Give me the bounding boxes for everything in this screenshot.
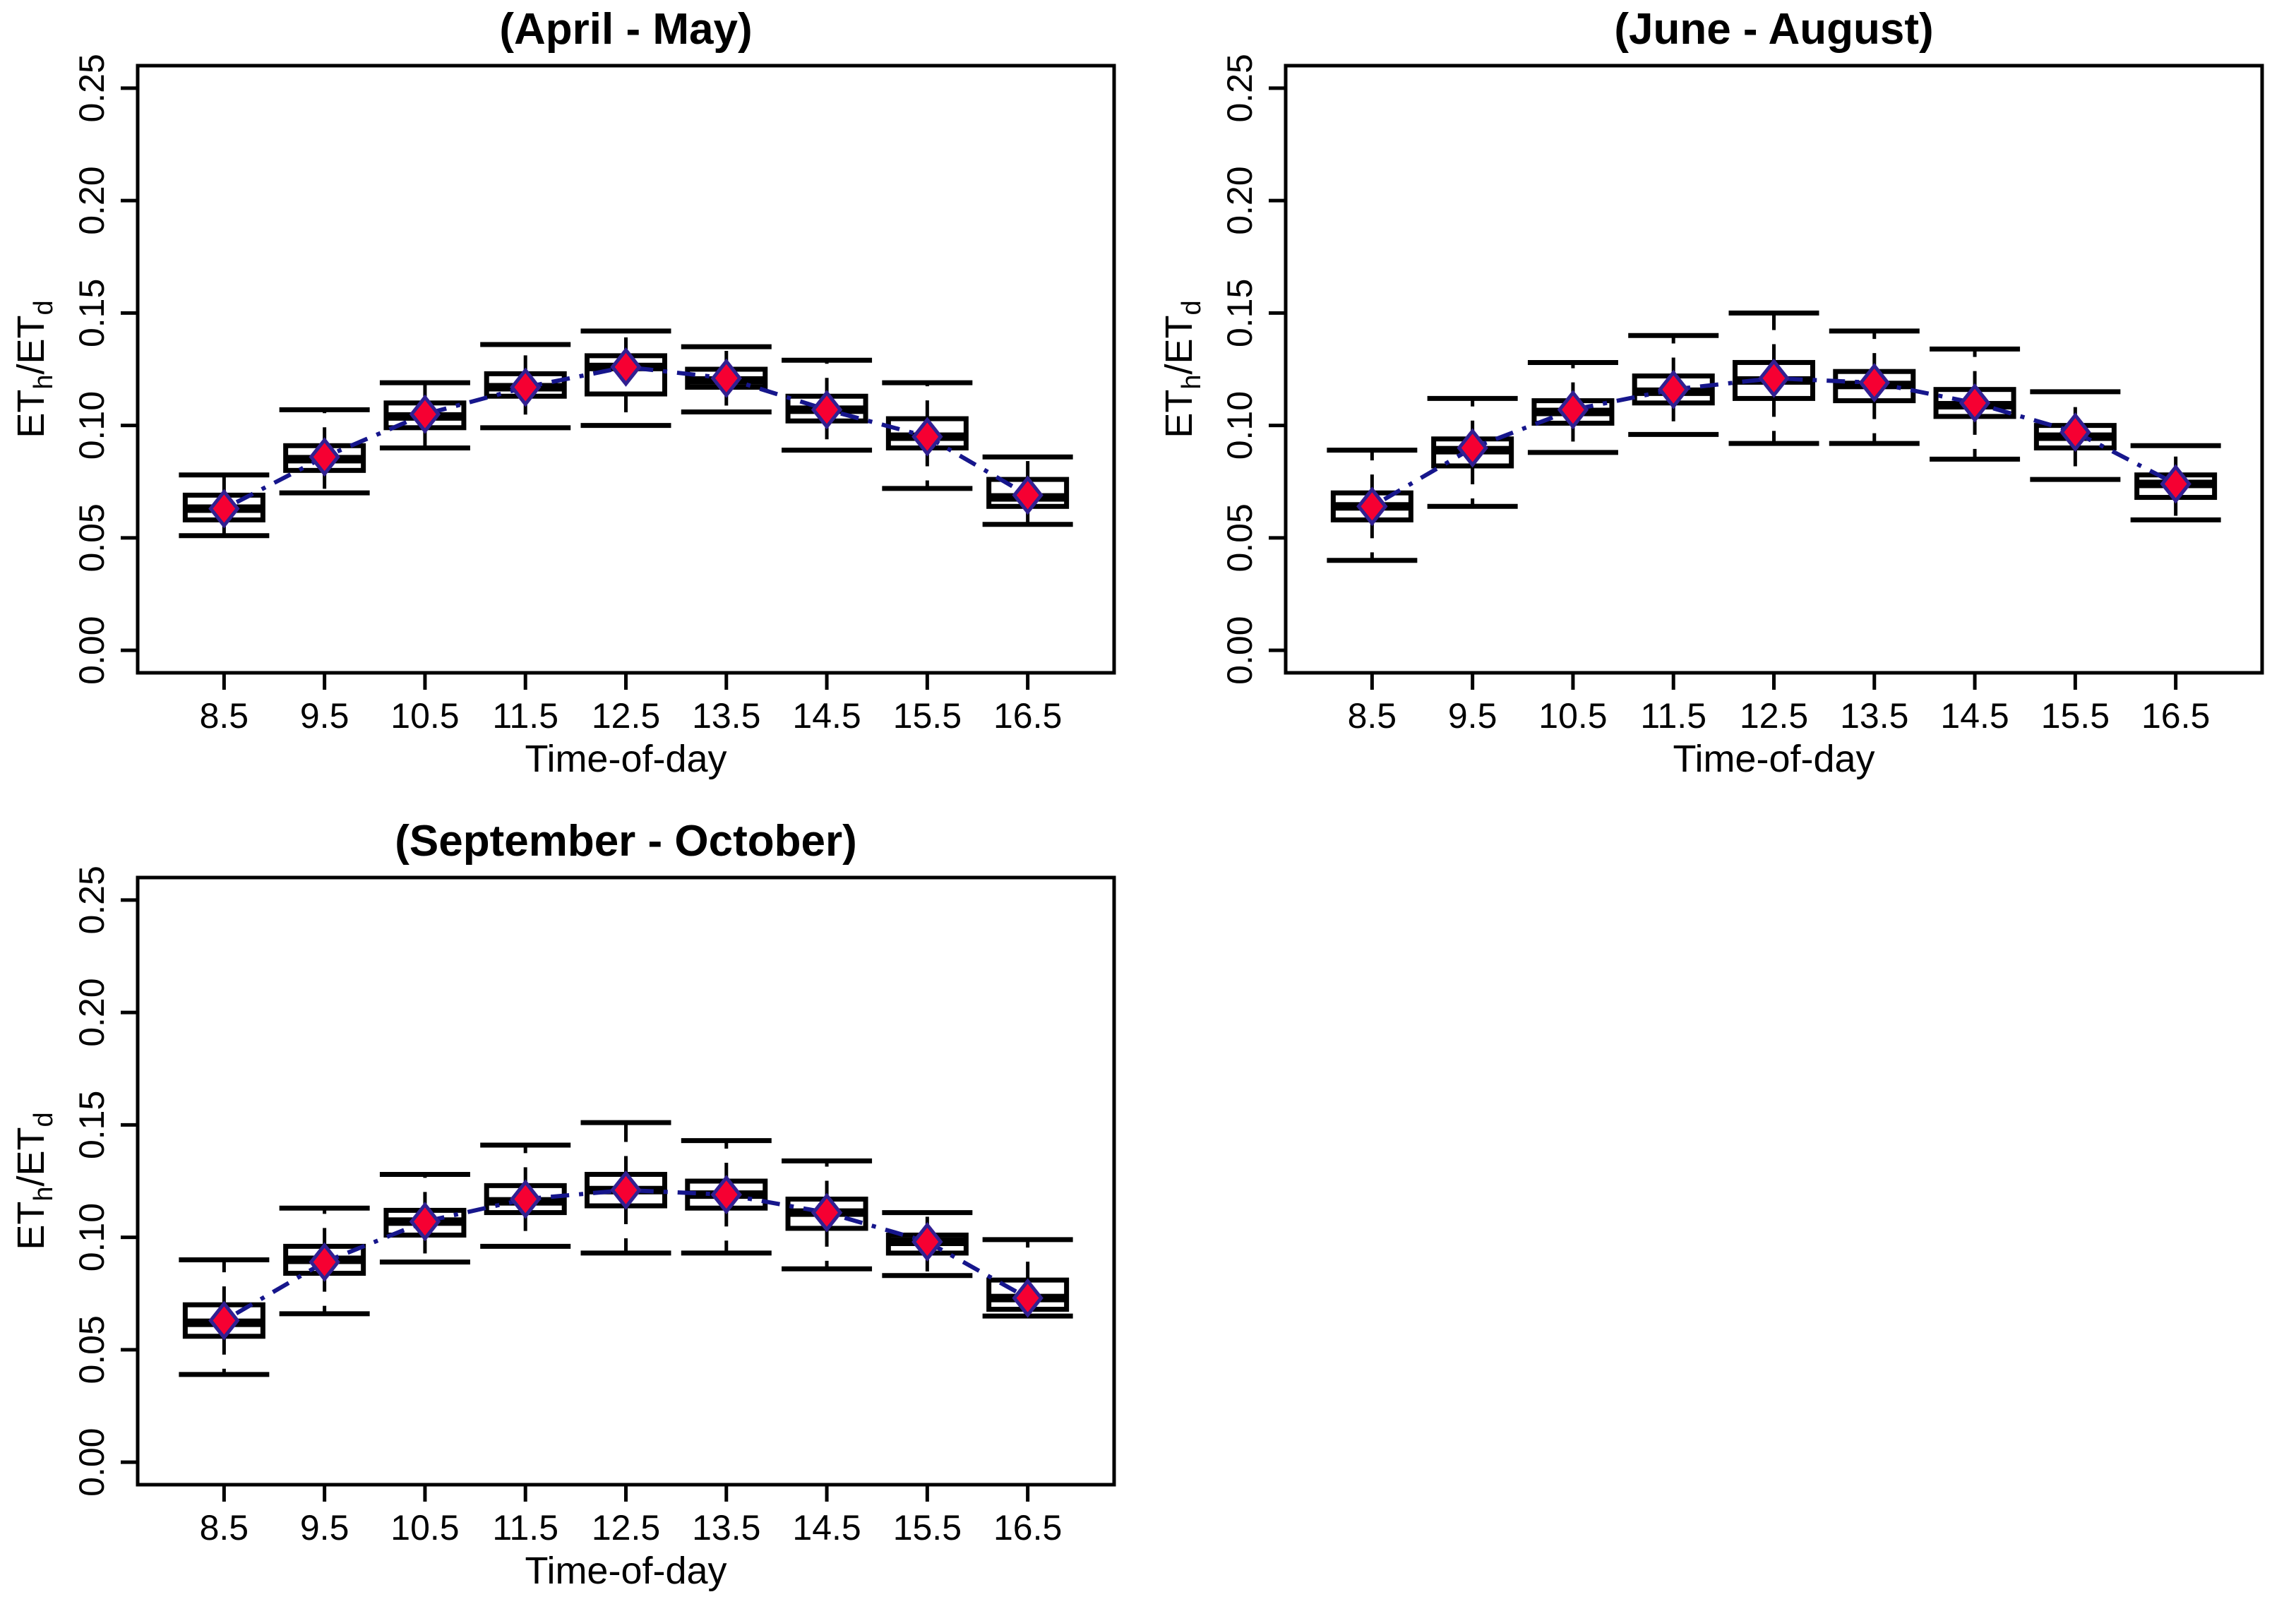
mean-diamond: [610, 347, 642, 387]
y-tick-label: 0.10: [72, 1203, 112, 1271]
panel-title: (June - August): [1614, 5, 1933, 54]
mean-markers: [208, 1170, 1044, 1341]
y-tick-label: 0.00: [72, 616, 112, 684]
x-tick-label: 15.5: [2041, 696, 2110, 736]
mean-diamond: [710, 1175, 742, 1215]
mean-diamond: [710, 358, 742, 398]
x-axis: 8.5 9.5 10.5 11.5 12.5 13.5 14.5 15.5 16.5: [200, 673, 1062, 736]
mean-diamond: [208, 489, 240, 529]
y-axis: 0.00 0.05 0.10 0.15 0.20 0.25: [72, 54, 138, 685]
x-tick-label: 11.5: [492, 696, 558, 736]
x-tick-label: 11.5: [1640, 696, 1706, 736]
x-tick-label: 14.5: [1940, 696, 2009, 736]
mean-diamond: [510, 1179, 542, 1219]
mean-diamond: [409, 394, 441, 434]
y-axis-title: ETh​/ETd​: [10, 1112, 59, 1250]
y-tick-label: 0.15: [72, 1091, 112, 1159]
mean-diamond: [1012, 475, 1044, 515]
mean-markers: [208, 347, 1044, 529]
x-tick-label: 15.5: [893, 1508, 962, 1548]
x-tick-label: 9.5: [1448, 696, 1497, 736]
mean-diamond: [1012, 1278, 1044, 1318]
x-tick-label: 12.5: [1740, 696, 1808, 736]
y-tick-label: 0.25: [72, 54, 112, 122]
chart-september-october: 0.00 0.05 0.10 0.15 0.20 0.25 8.5 9.5 10.5 11.5 12…: [10, 817, 1116, 1592]
mean-diamond: [309, 1242, 340, 1282]
panel-title: (April - May): [499, 5, 752, 54]
mean-diamond: [811, 1192, 843, 1233]
x-tick-label: 9.5: [300, 1508, 349, 1548]
mean-diamond: [1858, 363, 1890, 403]
x-tick-label: 16.5: [993, 696, 1062, 736]
y-tick-label: 0.15: [1220, 279, 1260, 347]
y-tick-label: 0.10: [72, 391, 112, 460]
x-axis: 8.5 9.5 10.5 11.5 12.5 13.5 14.5 15.5 16.5: [1348, 673, 2210, 736]
y-tick-label: 0.25: [72, 866, 112, 934]
x-tick-label: 16.5: [2141, 696, 2210, 736]
mean-diamond: [2160, 464, 2192, 504]
y-tick-label: 0.00: [72, 1428, 112, 1496]
mean-diamond: [1457, 428, 1488, 468]
mean-diamond: [2059, 412, 2091, 453]
mean-diamond: [911, 417, 943, 457]
mean-diamond: [1557, 390, 1589, 430]
y-axis: 0.00 0.05 0.10 0.15 0.20 0.25: [1220, 54, 1286, 685]
mean-diamond: [811, 390, 843, 430]
mean-diamond: [610, 1170, 642, 1210]
x-axis-title: Time-of-day: [525, 738, 727, 780]
mean-diamond: [510, 367, 542, 407]
mean-line: [222, 364, 1029, 511]
x-tick-label: 10.5: [390, 696, 459, 736]
x-tick-label: 13.5: [692, 696, 760, 736]
x-tick-label: 10.5: [390, 1508, 459, 1548]
y-axis-title: ETh​/ETd​: [1158, 300, 1207, 438]
x-axis: 8.5 9.5 10.5 11.5 12.5 13.5 14.5 15.5 16.5: [200, 1485, 1062, 1548]
chart-april-may: 0.00 0.05 0.10 0.15 0.20 0.25 8.5 9.5 10.5 11.5 12…: [10, 5, 1116, 780]
mean-diamond: [409, 1202, 441, 1242]
mean-diamond: [1356, 486, 1388, 527]
mean-diamond: [1959, 383, 1991, 423]
chart-june-august: 0.00 0.05 0.10 0.15 0.20 0.25 8.5 9.5 10.5 11.5 12…: [1158, 5, 2264, 780]
mean-markers: [1356, 358, 2192, 527]
x-tick-label: 16.5: [993, 1508, 1062, 1548]
y-tick-label: 0.25: [1220, 54, 1260, 122]
y-tick-label: 0.05: [72, 1315, 112, 1384]
y-tick-label: 0.05: [1220, 503, 1260, 572]
mean-diamond: [1658, 369, 1690, 409]
mean-diamond: [1758, 358, 1790, 398]
x-tick-label: 8.5: [200, 1508, 249, 1548]
boxes: [1327, 310, 2221, 563]
y-axis-title: ETh​/ETd​: [10, 300, 59, 438]
y-tick-label: 0.15: [72, 279, 112, 347]
x-tick-label: 10.5: [1538, 696, 1607, 736]
x-tick-label: 8.5: [1348, 696, 1397, 736]
panel-title: (September - October): [395, 817, 857, 866]
mean-diamond: [911, 1221, 943, 1262]
x-tick-label: 11.5: [492, 1508, 558, 1548]
x-axis-title: Time-of-day: [1673, 738, 1875, 780]
y-tick-label: 0.20: [72, 978, 112, 1046]
x-tick-label: 14.5: [792, 1508, 861, 1548]
x-tick-label: 9.5: [300, 696, 349, 736]
x-tick-label: 12.5: [592, 1508, 660, 1548]
x-tick-label: 15.5: [893, 696, 962, 736]
y-tick-label: 0.20: [72, 166, 112, 234]
mean-line: [222, 1187, 1029, 1323]
x-tick-label: 13.5: [1840, 696, 1908, 736]
x-tick-label: 8.5: [200, 696, 249, 736]
mean-diamond: [208, 1300, 240, 1341]
y-tick-label: 0.05: [72, 503, 112, 572]
y-tick-label: 0.20: [1220, 166, 1260, 234]
y-tick-label: 0.10: [1220, 391, 1260, 460]
y-axis: 0.00 0.05 0.10 0.15 0.20 0.25: [72, 866, 138, 1497]
mean-diamond: [309, 437, 340, 477]
x-axis-title: Time-of-day: [525, 1550, 727, 1592]
x-tick-label: 13.5: [692, 1508, 760, 1548]
y-tick-label: 0.00: [1220, 616, 1260, 684]
x-tick-label: 14.5: [792, 696, 861, 736]
x-tick-label: 12.5: [592, 696, 660, 736]
